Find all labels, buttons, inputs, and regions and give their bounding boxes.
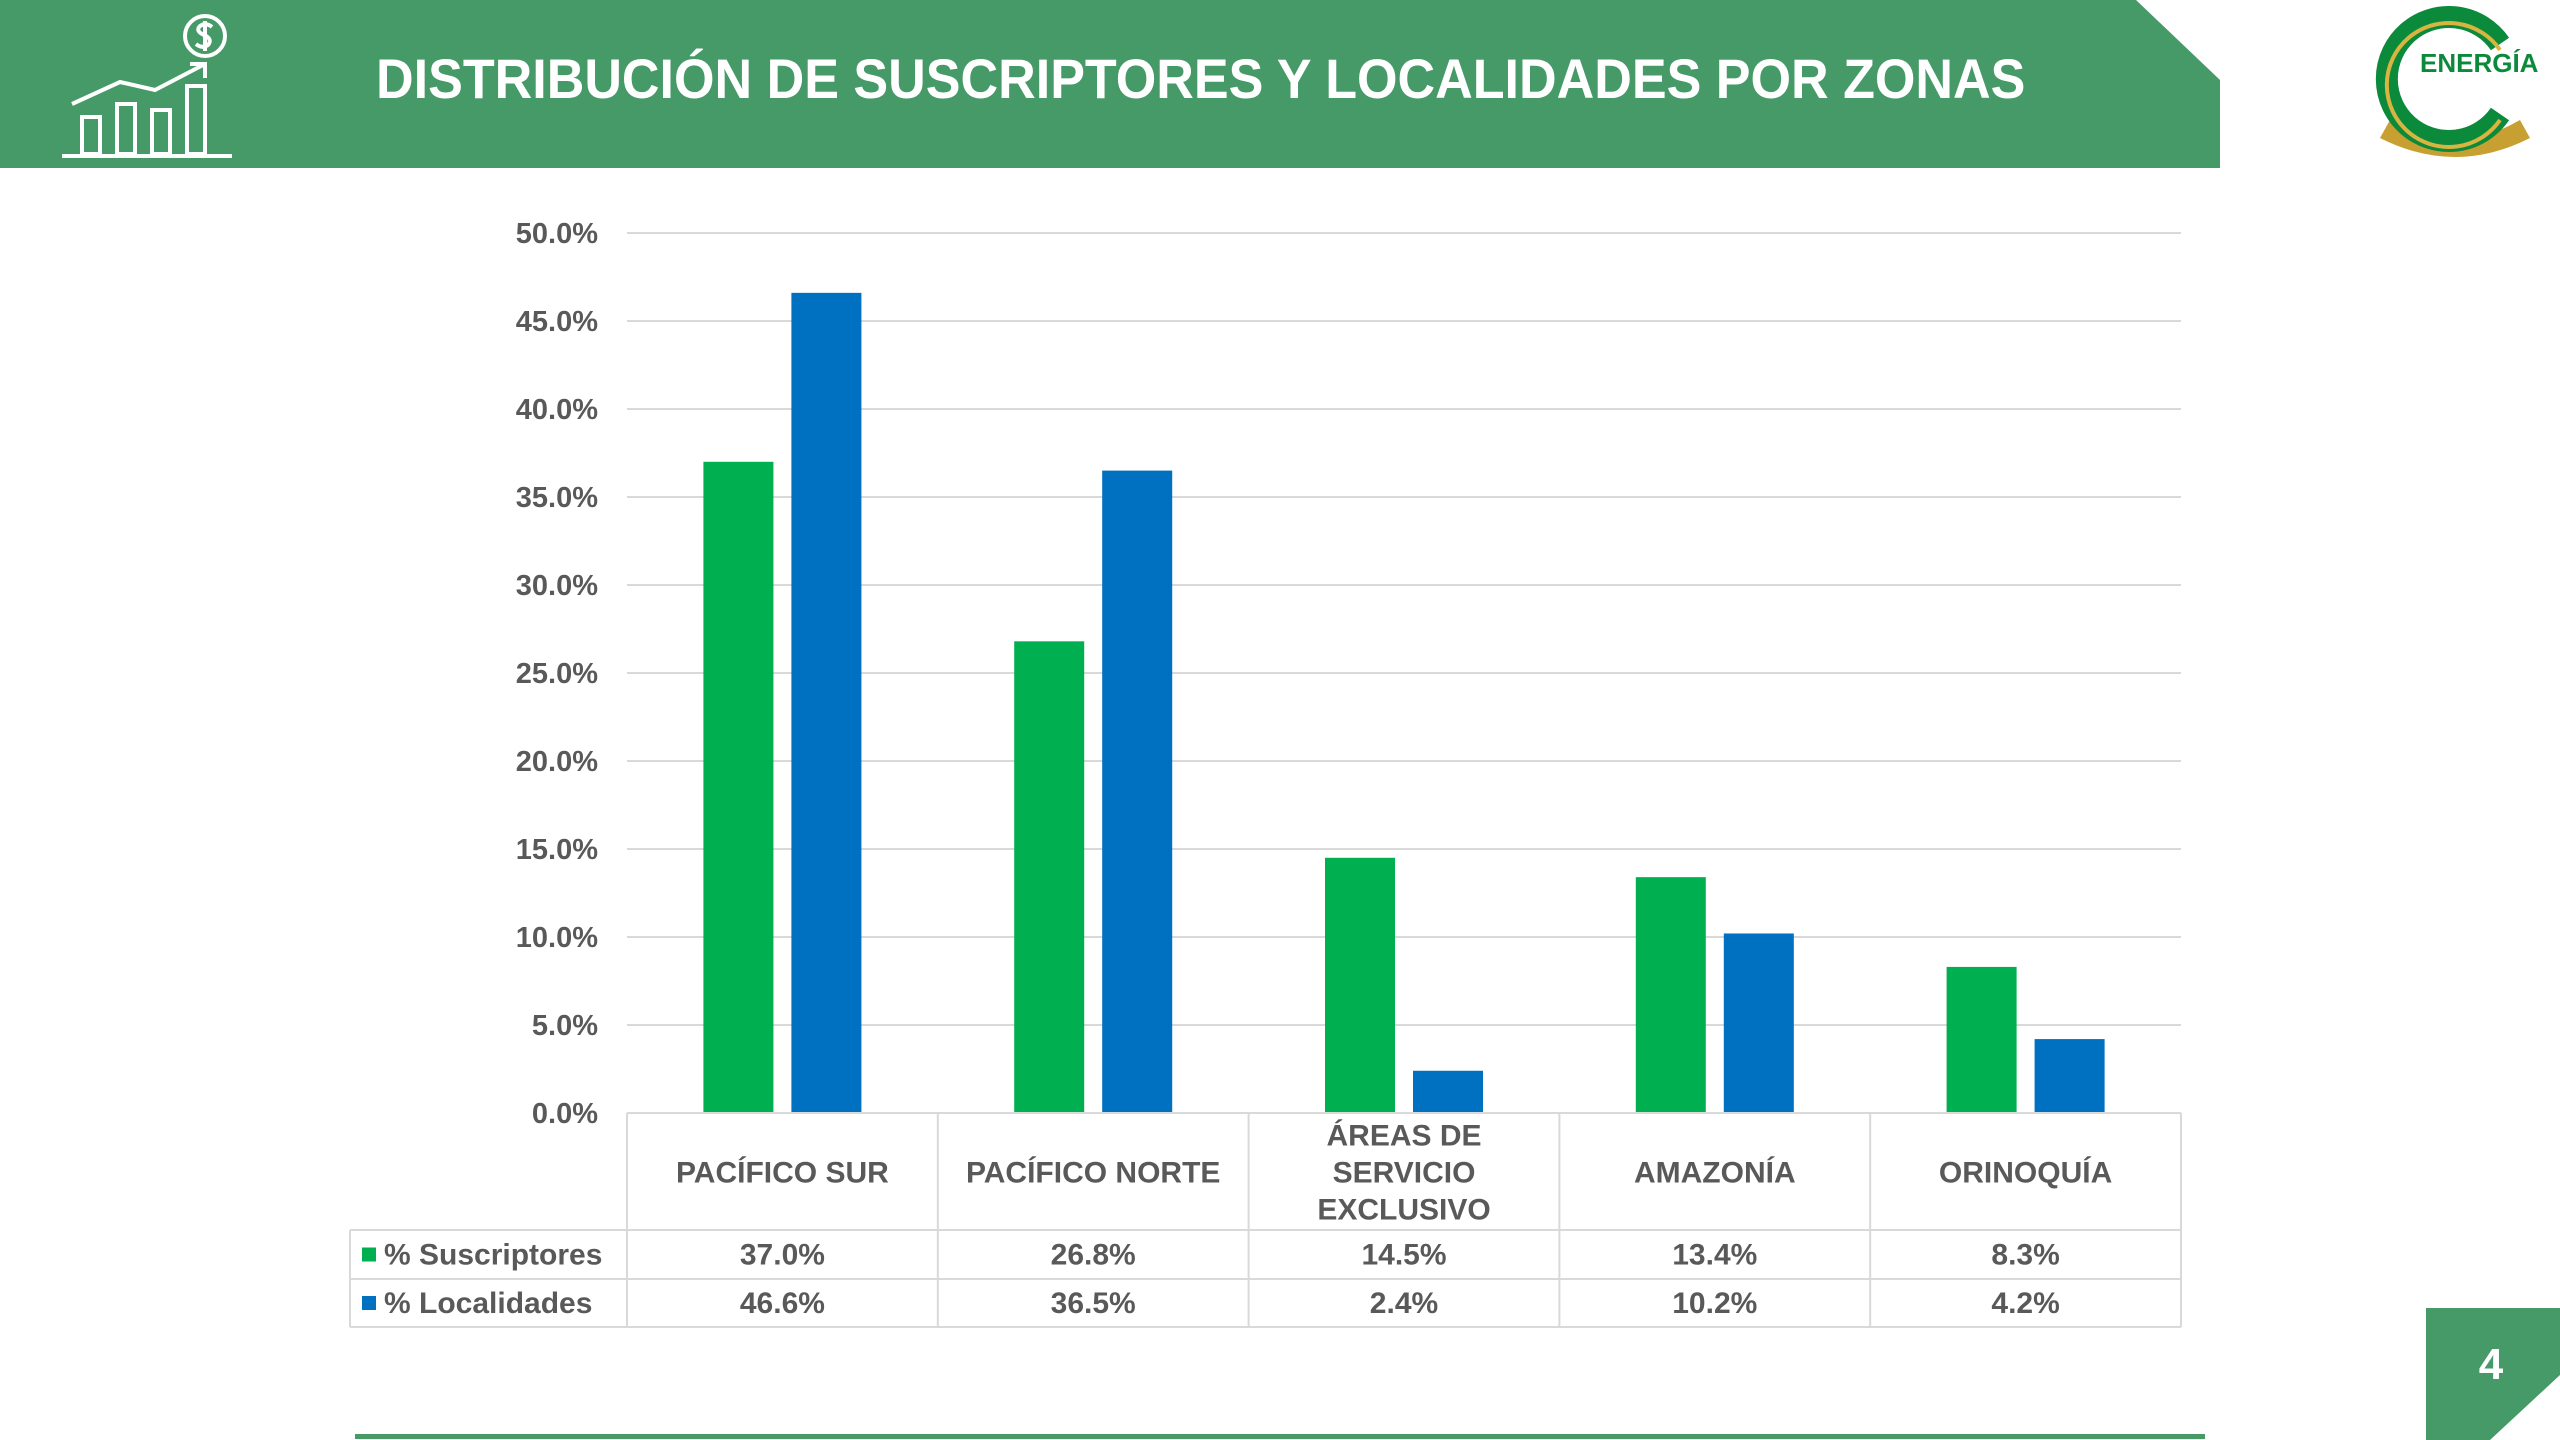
bar-localidades	[1413, 1070, 1483, 1113]
data-label: 2.4%	[1370, 1287, 1438, 1320]
y-tick-label: 30.0%	[516, 570, 598, 602]
y-tick-label: 25.0%	[516, 658, 598, 690]
bar-suscriptores	[1014, 641, 1085, 1113]
cenergia-logo: ENERGÍA	[2375, 6, 2539, 157]
bar-localidades	[1723, 933, 1794, 1113]
legend-key-localidades	[362, 1296, 376, 1310]
y-tick-label: 15.0%	[516, 834, 598, 866]
data-label: 4.2%	[1991, 1287, 2059, 1320]
bottom-divider	[355, 1434, 2205, 1439]
bar-localidades	[1102, 470, 1173, 1114]
y-tick-label: 20.0%	[516, 746, 598, 778]
data-label: 26.8%	[1051, 1239, 1136, 1272]
category-label: PACÍFICO SUR	[676, 1156, 889, 1190]
bar-suscriptores	[1635, 877, 1706, 1113]
bar-suscriptores	[1946, 966, 2017, 1113]
category-label: PACÍFICO NORTE	[966, 1156, 1220, 1190]
bar-localidades	[2034, 1039, 2105, 1113]
y-tick-label: 40.0%	[516, 394, 598, 426]
growth-chart-dollar-icon	[62, 14, 232, 158]
header-banner	[0, 0, 2220, 168]
y-tick-label: 5.0%	[532, 1010, 598, 1042]
y-tick-label: 45.0%	[516, 306, 598, 338]
legend-key-suscriptores	[362, 1247, 376, 1262]
bar-suscriptores	[703, 461, 774, 1113]
category-label: AMAZONÍA	[1634, 1156, 1796, 1190]
y-tick-label: 50.0%	[516, 218, 598, 250]
y-tick-label: 0.0%	[532, 1098, 598, 1130]
bar-suscriptores	[1325, 857, 1395, 1113]
page-title: DISTRIBUCIÓN DE SUSCRIPTORES Y LOCALIDAD…	[376, 47, 2026, 110]
logo-text: ENERGÍA	[2420, 48, 2539, 78]
data-label: 37.0%	[740, 1239, 825, 1272]
data-label: 14.5%	[1361, 1239, 1446, 1272]
y-tick-label: 35.0%	[516, 482, 598, 514]
legend-label: % Suscriptores	[384, 1239, 602, 1272]
data-label: 10.2%	[1672, 1287, 1757, 1320]
category-label: ÁREAS DE SERVICIO EXCLUSIVO	[1317, 1119, 1490, 1227]
y-tick-label: 10.0%	[516, 922, 598, 954]
legend-label: % Localidades	[384, 1287, 592, 1320]
data-label: 13.4%	[1672, 1239, 1757, 1272]
data-label: 8.3%	[1991, 1239, 2059, 1272]
page-number: 4	[2478, 1340, 2504, 1389]
data-label: 46.6%	[740, 1287, 825, 1320]
bar-localidades	[791, 292, 862, 1114]
category-label: ORINOQUÍA	[1939, 1156, 2112, 1190]
data-label: 36.5%	[1051, 1287, 1136, 1320]
